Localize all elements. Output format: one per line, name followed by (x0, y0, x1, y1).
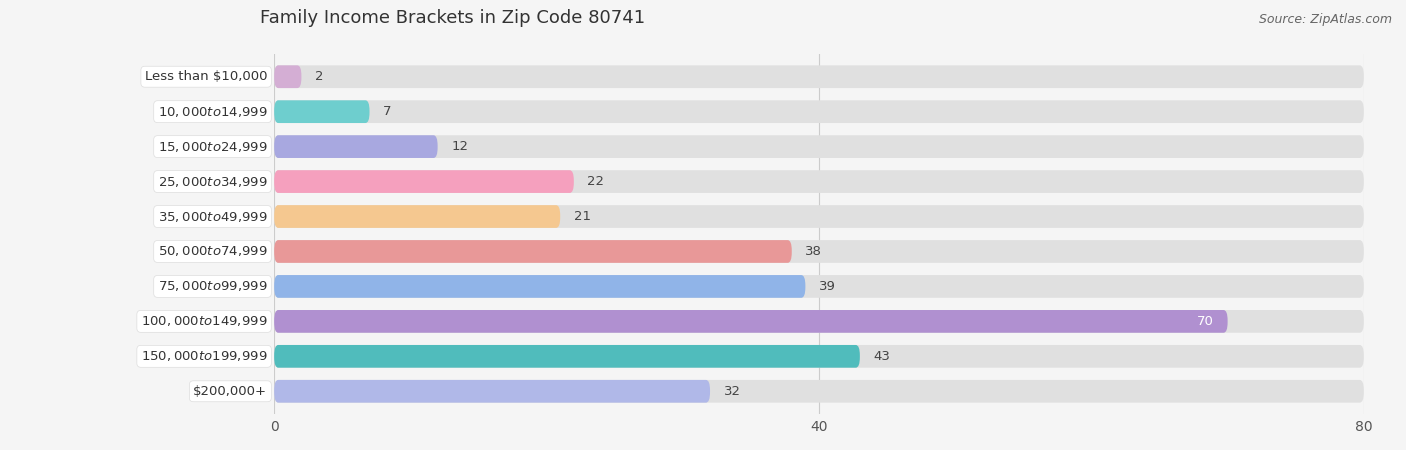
Text: 70: 70 (1197, 315, 1213, 328)
Text: $100,000 to $149,999: $100,000 to $149,999 (141, 315, 267, 328)
Text: 32: 32 (724, 385, 741, 398)
FancyBboxPatch shape (274, 100, 370, 123)
Text: 38: 38 (806, 245, 823, 258)
FancyBboxPatch shape (274, 345, 860, 368)
FancyBboxPatch shape (274, 310, 1227, 333)
Text: 21: 21 (574, 210, 591, 223)
Text: $200,000+: $200,000+ (194, 385, 267, 398)
Text: $75,000 to $99,999: $75,000 to $99,999 (157, 279, 267, 293)
FancyBboxPatch shape (274, 240, 1364, 263)
FancyBboxPatch shape (274, 65, 301, 88)
Text: Source: ZipAtlas.com: Source: ZipAtlas.com (1258, 14, 1392, 27)
Text: 43: 43 (873, 350, 890, 363)
FancyBboxPatch shape (274, 275, 1364, 298)
FancyBboxPatch shape (274, 345, 1364, 368)
Text: 22: 22 (588, 175, 605, 188)
FancyBboxPatch shape (274, 135, 437, 158)
FancyBboxPatch shape (274, 240, 792, 263)
FancyBboxPatch shape (274, 205, 1364, 228)
Text: $50,000 to $74,999: $50,000 to $74,999 (157, 244, 267, 258)
FancyBboxPatch shape (274, 65, 1364, 88)
FancyBboxPatch shape (274, 275, 806, 298)
Text: 12: 12 (451, 140, 468, 153)
FancyBboxPatch shape (274, 135, 1364, 158)
FancyBboxPatch shape (274, 205, 560, 228)
Text: $10,000 to $14,999: $10,000 to $14,999 (157, 105, 267, 119)
Text: Less than $10,000: Less than $10,000 (145, 70, 267, 83)
FancyBboxPatch shape (274, 100, 1364, 123)
Text: 7: 7 (382, 105, 392, 118)
Text: $25,000 to $34,999: $25,000 to $34,999 (157, 175, 267, 189)
Text: $15,000 to $24,999: $15,000 to $24,999 (157, 140, 267, 153)
FancyBboxPatch shape (274, 380, 710, 403)
FancyBboxPatch shape (274, 170, 1364, 193)
FancyBboxPatch shape (274, 170, 574, 193)
FancyBboxPatch shape (274, 310, 1364, 333)
Text: 39: 39 (818, 280, 837, 293)
Text: Family Income Brackets in Zip Code 80741: Family Income Brackets in Zip Code 80741 (260, 9, 645, 27)
Text: 2: 2 (315, 70, 323, 83)
Text: $150,000 to $199,999: $150,000 to $199,999 (141, 349, 267, 363)
FancyBboxPatch shape (274, 380, 1364, 403)
Text: $35,000 to $49,999: $35,000 to $49,999 (157, 210, 267, 224)
